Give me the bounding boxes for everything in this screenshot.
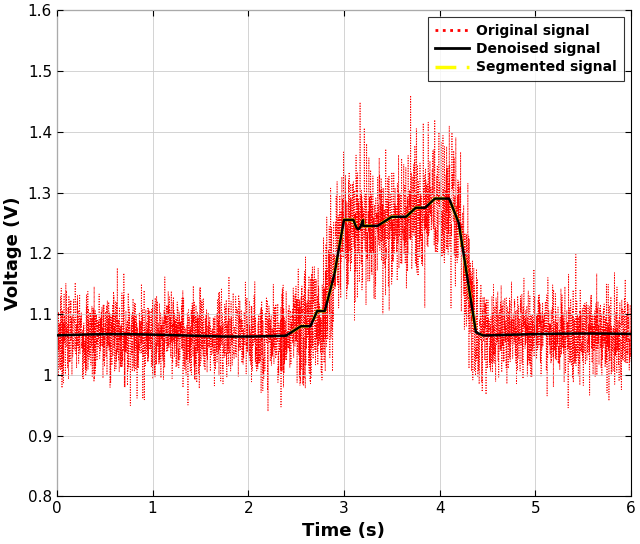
Y-axis label: Voltage (V): Voltage (V) [4,196,22,310]
Legend: Original signal, Denoised signal, Segmented signal: Original signal, Denoised signal, Segmen… [428,17,624,82]
X-axis label: Time (s): Time (s) [303,522,385,540]
